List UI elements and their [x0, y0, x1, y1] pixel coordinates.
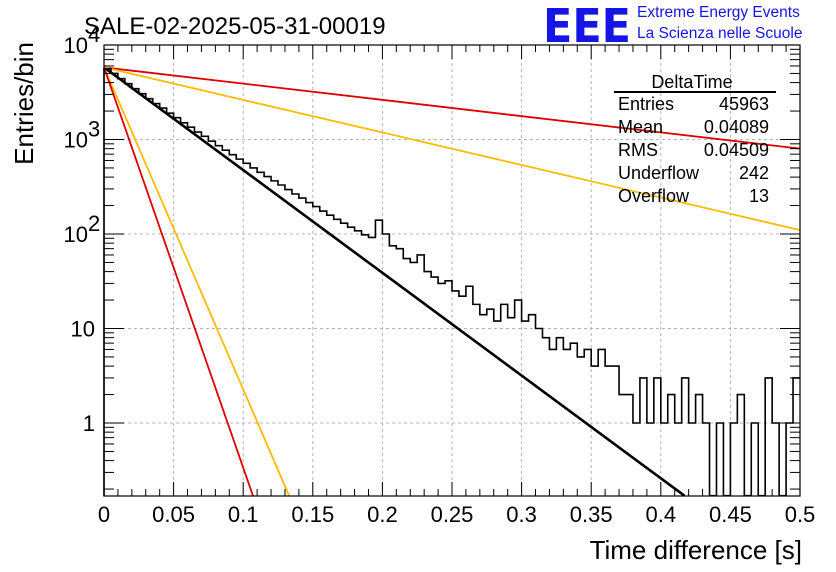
y-tick-label: 10 [64, 128, 88, 153]
axis-ticks [103, 44, 801, 496]
y-tick-exponent: 4 [88, 22, 100, 47]
fit-line-1 [103, 66, 801, 150]
x-tick-label: 0.5 [785, 502, 816, 527]
stats-row-label: Overflow [618, 186, 690, 206]
fit-line-3 [103, 66, 290, 497]
x-tick-label: 0.1 [228, 502, 259, 527]
y-tick-label: 10 [71, 317, 95, 342]
y-tick-label: 10 [64, 222, 88, 247]
x-tick-label: 0.35 [570, 502, 613, 527]
x-axis-title: Time difference [s] [590, 535, 802, 565]
stats-row-label: Entries [618, 94, 674, 114]
y-tick-exponent: 3 [88, 117, 100, 142]
y-axis-title: Entries/bin [9, 42, 39, 165]
fit-line-4 [103, 67, 254, 497]
stats-row-value: 0.04509 [704, 140, 769, 160]
grid-lines [104, 45, 800, 496]
y-tick-exponent: 2 [88, 211, 100, 236]
eee-logo-line2: La Scienza nelle Scuole [637, 25, 802, 42]
eee-logo: EEE Extreme Energy Events La Scienza nel… [543, 0, 802, 53]
x-tick-label: 0.15 [291, 502, 334, 527]
stats-row-value: 0.04089 [704, 117, 769, 137]
x-tick-label: 0.45 [709, 502, 752, 527]
eee-logo-mark: EEE [543, 0, 631, 53]
stats-rows: Entries 45963 Mean 0.04089 RMS 0.04509Underfl… [618, 94, 769, 206]
x-tick-labels: 0 0.05 0.1 0.15 0.2 0.25 0.3 0.35 0.4 0.45 0.5 [98, 502, 815, 527]
eee-logo-line1: Extreme Energy Events [637, 4, 800, 21]
x-tick-label: 0.05 [152, 502, 195, 527]
x-tick-label: 0.25 [431, 502, 474, 527]
fit-line-0 [103, 66, 686, 497]
histogram-line [103, 67, 800, 497]
x-tick-label: 0.4 [646, 502, 677, 527]
y-tick-label: 10 [64, 33, 88, 58]
fit-lines [103, 66, 801, 497]
stats-row-label: RMS [618, 140, 658, 160]
plot-area [104, 45, 800, 496]
stats-box: DeltaTime Entries 45963 Mean 0.04089 RMS 0.04… [614, 72, 776, 206]
stats-row-value: 45963 [719, 94, 769, 114]
stats-row-value: 242 [739, 163, 769, 183]
y-tick-label: 1 [83, 411, 95, 436]
stats-row-value: 13 [749, 186, 769, 206]
x-tick-label: 0.2 [367, 502, 398, 527]
x-tick-label: 0.3 [506, 502, 537, 527]
x-tick-label: 0 [98, 502, 110, 527]
stats-row-label: Underflow [618, 163, 700, 183]
chart-title: SALE-02-2025-05-31-00019 [84, 13, 386, 40]
stats-row-label: Mean [618, 117, 663, 137]
stats-name: DeltaTime [651, 72, 732, 92]
fit-line-2 [103, 66, 801, 231]
